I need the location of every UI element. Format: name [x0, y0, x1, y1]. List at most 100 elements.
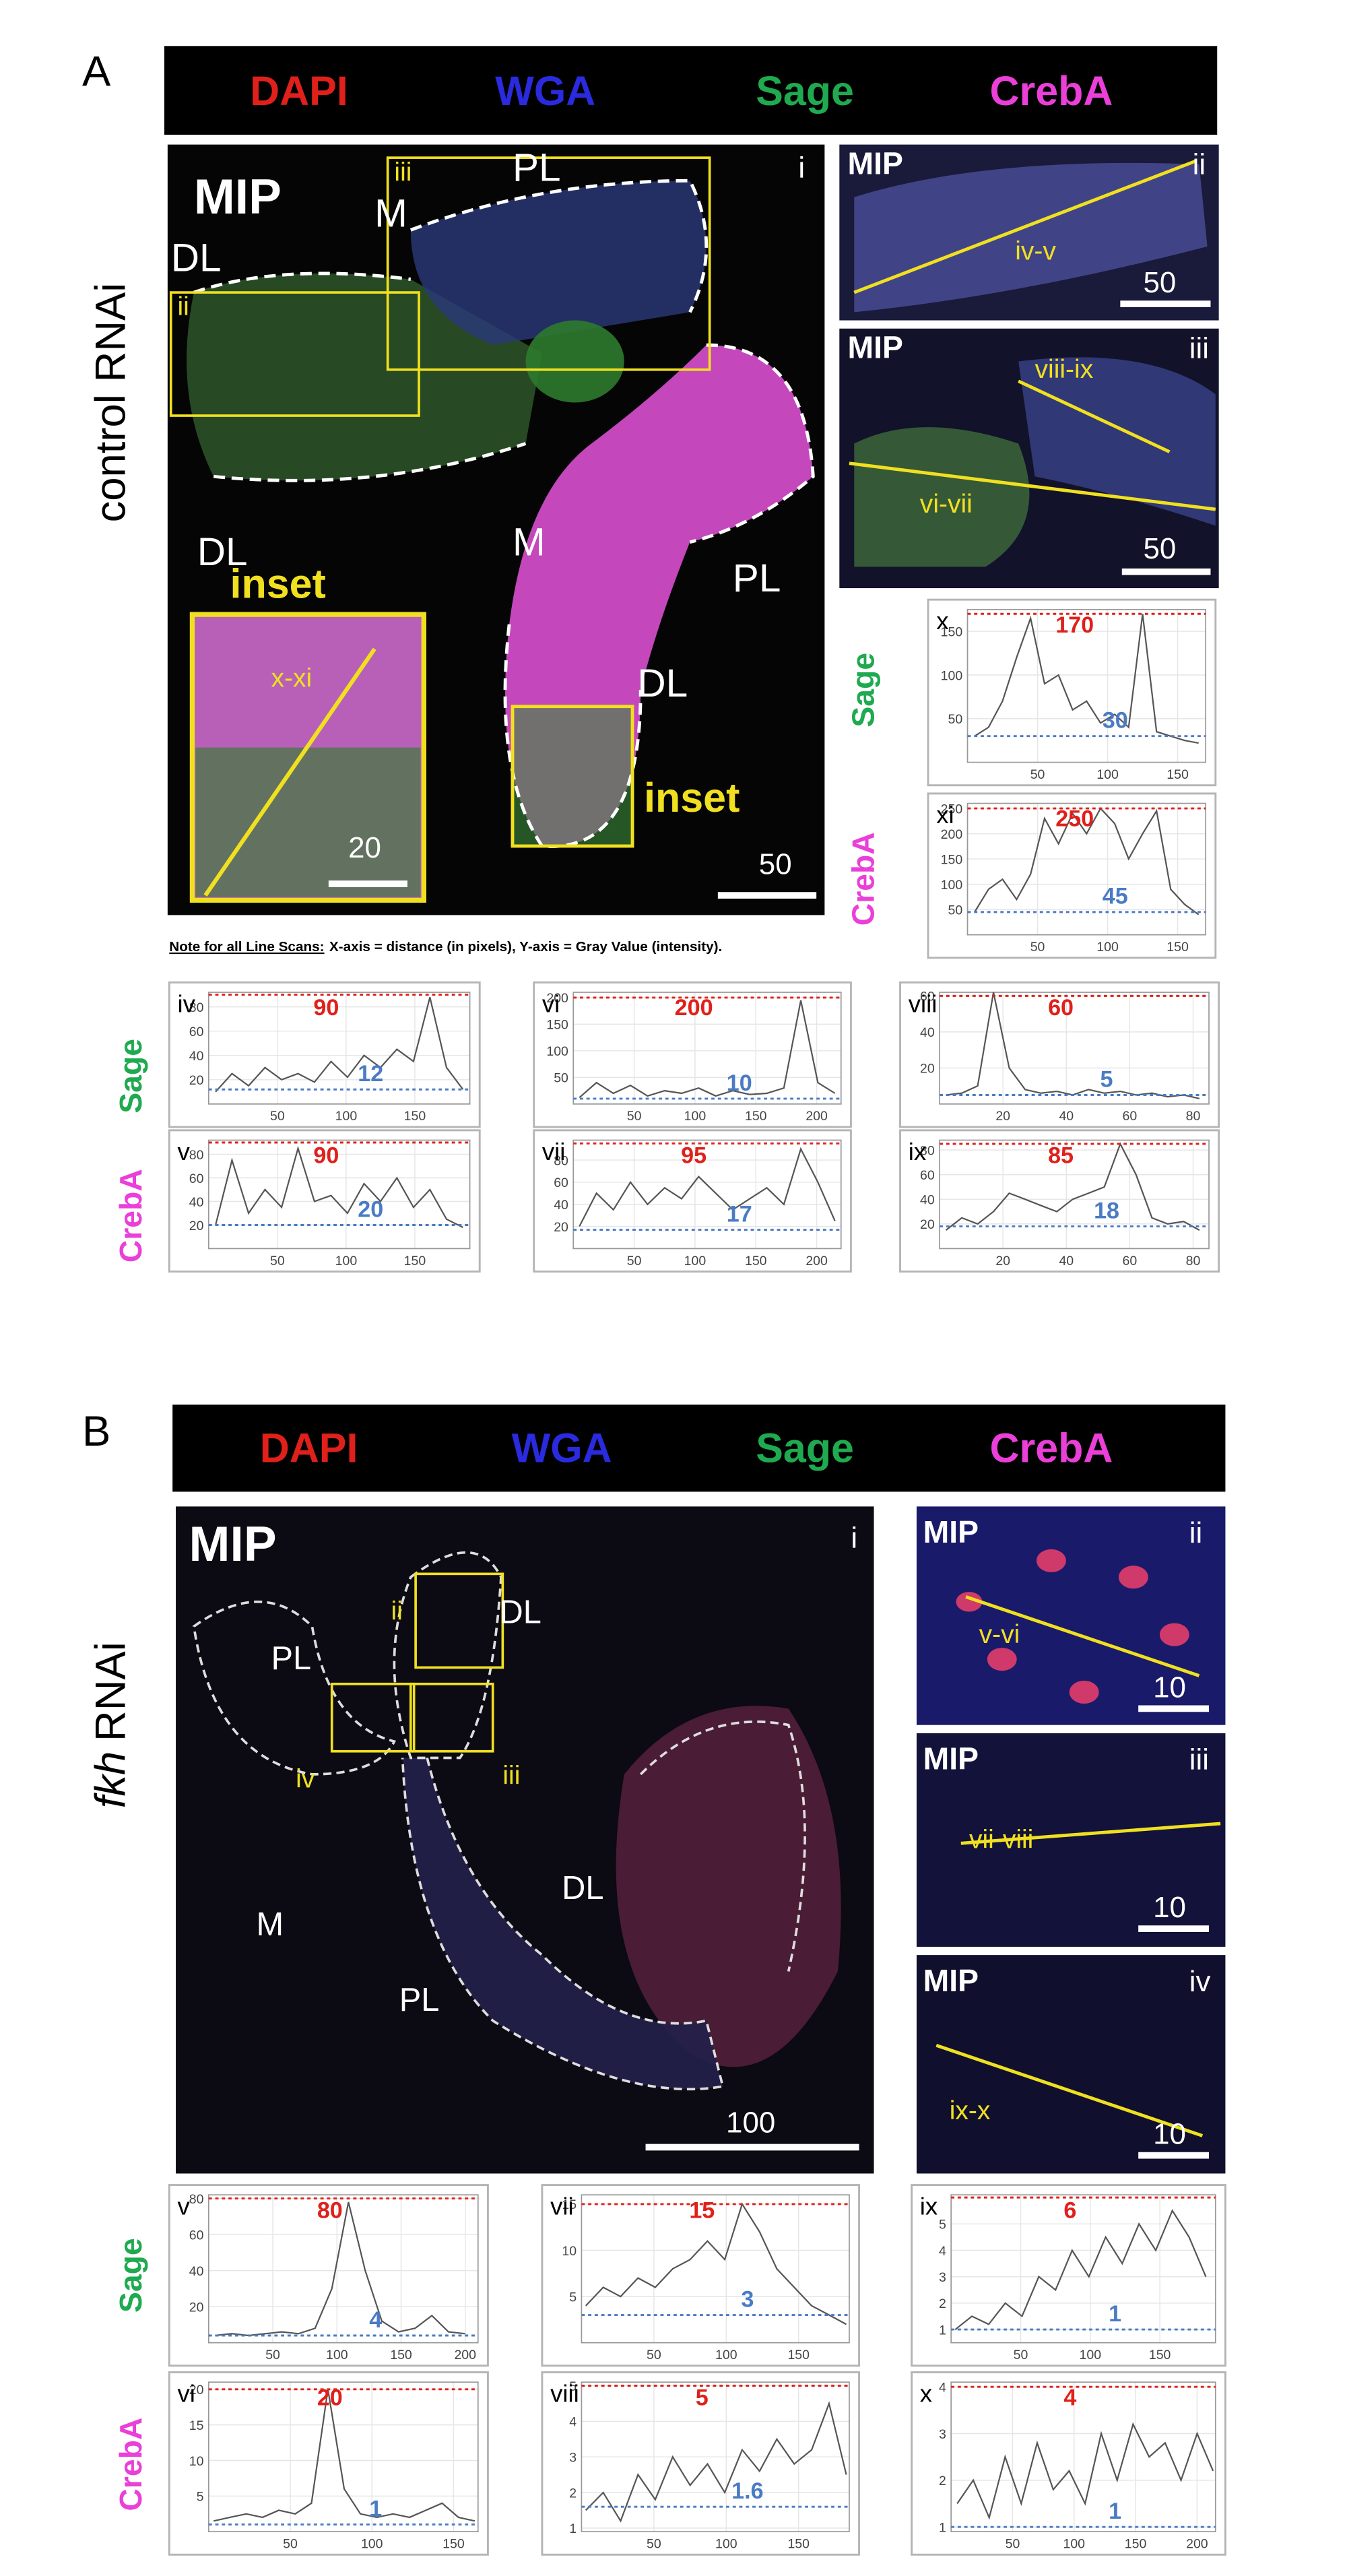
- x-tick-label: 150: [787, 2348, 810, 2362]
- channel-label: WGA: [512, 1425, 612, 1471]
- row-label: CrebA: [113, 2418, 148, 2511]
- plot-id: viii: [550, 2379, 579, 2407]
- x-tick-label: 150: [787, 2537, 810, 2552]
- min-label: 18: [1094, 1198, 1119, 1223]
- y-tick-label: 4: [939, 2380, 946, 2395]
- x-tick-label: 200: [454, 2348, 476, 2362]
- zoom-images: [839, 144, 1219, 589]
- plot-frame: [899, 981, 1220, 1128]
- x-tick-label: 100: [684, 1254, 707, 1268]
- min-label: 3: [741, 2286, 754, 2312]
- max-label: 20: [317, 2385, 343, 2410]
- plot-id: viii: [909, 990, 938, 1017]
- y-tick-label: 150: [941, 852, 963, 867]
- region-label: PL: [399, 1982, 440, 2018]
- x-tick-label: 50: [270, 1254, 285, 1268]
- line-scan: [954, 2209, 1207, 2331]
- plot-id: ix: [920, 2192, 938, 2220]
- inset-label: inset: [230, 561, 326, 607]
- panel-id: iii: [1189, 332, 1209, 365]
- y-tick-label: 1: [939, 2323, 946, 2338]
- plot-id: ix: [909, 1138, 926, 1165]
- plot-id: vi: [542, 990, 560, 1017]
- channel-label: DAPI: [250, 68, 348, 114]
- x-tick-label: 150: [390, 2348, 412, 2362]
- box-label: ii: [177, 292, 189, 321]
- max-label: 4: [1063, 2385, 1076, 2410]
- min-label: 17: [727, 1201, 752, 1227]
- x-tick-label: 50: [1030, 767, 1045, 782]
- plot-id: iv: [177, 990, 195, 1017]
- y-tick-label: 80: [189, 1000, 204, 1015]
- channel-label: WGA: [495, 68, 595, 114]
- y-tick-label: 40: [554, 1198, 568, 1213]
- scan-line-label: viii-ix: [1035, 355, 1094, 384]
- y-tick-label: 200: [546, 991, 568, 1006]
- panel-id: i: [851, 1521, 857, 1554]
- mip-label: MIP: [194, 169, 282, 224]
- y-tick-label: 100: [546, 1044, 568, 1059]
- y-tick-label: 1: [939, 2521, 946, 2536]
- y-tick-label: 80: [189, 2192, 204, 2207]
- y-tick-label: 10: [562, 2244, 577, 2259]
- scale-label: 50: [1143, 532, 1176, 565]
- mip-label: MIP: [923, 1741, 979, 1776]
- y-tick-label: 15: [189, 2418, 204, 2433]
- y-tick-label: 20: [189, 1073, 204, 1088]
- plot-id: v: [177, 1138, 190, 1165]
- x-tick-label: 150: [442, 2537, 465, 2552]
- scale-label: 100: [726, 2106, 775, 2139]
- line-scan: [215, 997, 464, 1093]
- y-tick-label: 150: [941, 625, 963, 640]
- x-tick-label: 50: [270, 1109, 285, 1124]
- min-label: 1: [369, 2496, 382, 2521]
- channel-bar: [172, 1405, 1226, 1492]
- y-tick-label: 60: [920, 990, 935, 1004]
- scale-label: 10: [1153, 1671, 1186, 1704]
- x-tick-label: 100: [361, 2537, 383, 2552]
- x-tick-label: 100: [1080, 2348, 1102, 2362]
- line-scan: [213, 2389, 475, 2522]
- max-label: 95: [681, 1143, 707, 1169]
- panel-id: i: [798, 151, 805, 184]
- x-tick-label: 40: [1059, 1109, 1074, 1124]
- y-tick-label: 5: [197, 2490, 204, 2505]
- y-tick-label: 5: [569, 2290, 577, 2305]
- channel-label: CrebA: [989, 68, 1113, 114]
- plot-area: [966, 608, 1207, 763]
- line-scan: [215, 1145, 463, 1228]
- max-label: 250: [1055, 806, 1094, 832]
- scale-label: 50: [1143, 266, 1176, 299]
- plot-id: vii: [550, 2192, 574, 2220]
- x-tick-label: 50: [1014, 2348, 1028, 2362]
- line-scan: [945, 1142, 1200, 1231]
- row-label: CrebA: [846, 832, 881, 926]
- y-tick-label: 15: [562, 2197, 577, 2212]
- x-tick-label: 60: [1123, 1109, 1138, 1124]
- channel-bar: [164, 46, 1218, 135]
- line-scan: [579, 1000, 836, 1099]
- plot-area: [950, 2194, 1216, 2344]
- channel-label: Sage: [756, 1425, 854, 1471]
- plot-area: [939, 992, 1210, 1105]
- mip-label: MIP: [848, 146, 903, 181]
- max-label: 6: [1063, 2197, 1076, 2223]
- panel-letter: A: [82, 48, 111, 95]
- plot-area: [939, 1139, 1210, 1250]
- y-tick-label: 60: [189, 2228, 204, 2243]
- y-tick-label: 200: [941, 827, 963, 842]
- note-lead: Note for all Line Scans:: [169, 939, 324, 955]
- mip-label: MIP: [923, 1514, 979, 1549]
- y-tick-label: 60: [189, 1171, 204, 1186]
- box-label: iii: [394, 158, 412, 187]
- y-tick-label: 3: [939, 2270, 946, 2285]
- min-label: 1: [1109, 2301, 1121, 2327]
- max-label: 200: [675, 995, 713, 1021]
- x-tick-label: 200: [806, 1254, 828, 1268]
- line-scan: [956, 2422, 1214, 2520]
- y-tick-label: 3: [569, 2451, 577, 2466]
- x-tick-label: 50: [1030, 940, 1045, 955]
- plot-frame: [911, 2184, 1226, 2367]
- min-label: 10: [727, 1070, 752, 1096]
- y-tick-label: 50: [554, 1071, 568, 1086]
